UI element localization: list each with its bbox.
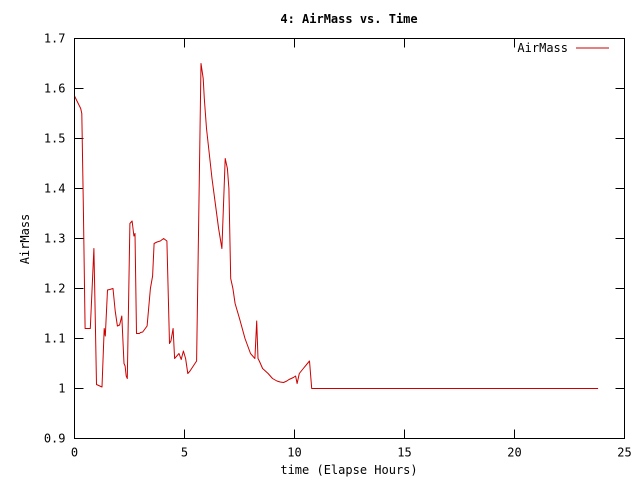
y-tick-label: 1.3 — [44, 232, 66, 246]
x-tick-label: 5 — [181, 446, 188, 460]
y-tick-label: 1.4 — [44, 182, 66, 196]
y-tick-label: 1 — [58, 382, 65, 396]
chart-title: 4: AirMass vs. Time — [280, 12, 417, 26]
y-tick-label: 1.1 — [44, 332, 66, 346]
y-tick-label: 1.2 — [44, 282, 66, 296]
plot-frame — [74, 38, 625, 439]
x-axis-label: time (Elapse Hours) — [280, 463, 417, 477]
y-tick-label: 1.5 — [44, 132, 66, 146]
x-tick-label: 0 — [71, 446, 78, 460]
x-tick-label: 10 — [287, 446, 301, 460]
legend-label: AirMass — [517, 41, 568, 55]
series-layer — [74, 63, 599, 389]
x-tick-label: 15 — [397, 446, 411, 460]
x-tick-label: 25 — [617, 446, 631, 460]
y-tick-label: 0.9 — [44, 432, 66, 446]
y-tick-label: 1.6 — [44, 82, 66, 96]
y-tick-label: 1.7 — [44, 32, 66, 46]
series-line-airmass — [74, 63, 599, 389]
legend: AirMass — [517, 41, 609, 55]
y-axis-label: AirMass — [18, 214, 32, 265]
axis-ticks: 0 5 10 15 20 25 0.9 1 1.1 1.2 1.3 1.4 1.5 1.6 1.7 — [44, 32, 632, 460]
x-tick-label: 20 — [507, 446, 521, 460]
